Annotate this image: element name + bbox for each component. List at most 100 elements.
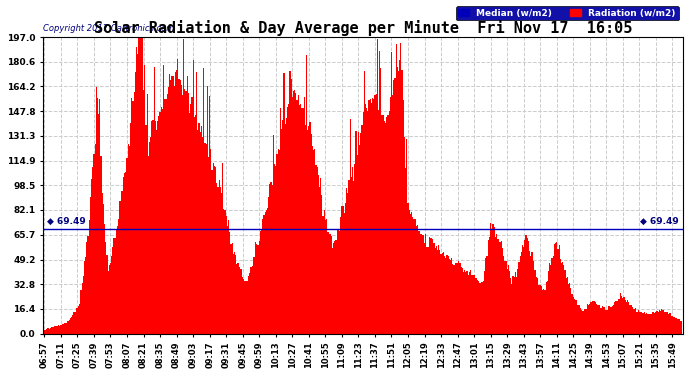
Bar	[78, 306, 79, 333]
Bar	[206, 144, 207, 333]
Bar	[383, 115, 384, 333]
Bar	[634, 309, 635, 333]
Bar	[430, 238, 431, 333]
Bar	[380, 68, 382, 333]
Bar	[408, 210, 410, 333]
Bar	[393, 80, 395, 333]
Bar	[260, 231, 261, 333]
Bar	[444, 256, 445, 333]
Bar	[407, 203, 408, 333]
Bar	[123, 177, 124, 333]
Bar	[372, 98, 373, 333]
Bar	[256, 244, 257, 333]
Bar	[106, 255, 108, 333]
Bar	[295, 93, 297, 333]
Bar	[453, 265, 455, 333]
Bar	[84, 261, 85, 333]
Bar	[91, 178, 92, 333]
Bar	[135, 72, 136, 333]
Bar	[101, 192, 103, 333]
Bar	[641, 312, 642, 333]
Bar	[76, 309, 77, 333]
Bar	[300, 104, 301, 333]
Bar	[445, 258, 446, 333]
Bar	[50, 328, 51, 333]
Bar	[118, 219, 119, 333]
Bar	[236, 264, 237, 333]
Bar	[285, 124, 286, 333]
Bar	[253, 257, 254, 333]
Bar	[53, 327, 55, 333]
Bar	[505, 261, 506, 333]
Bar	[52, 327, 53, 333]
Bar	[81, 284, 83, 333]
Bar	[391, 52, 392, 333]
Bar	[561, 263, 562, 333]
Bar	[301, 108, 302, 333]
Bar	[319, 187, 320, 333]
Bar	[667, 312, 669, 333]
Bar	[93, 154, 95, 333]
Bar	[222, 162, 224, 333]
Bar	[574, 299, 575, 333]
Bar	[297, 94, 299, 333]
Bar	[239, 269, 241, 333]
Bar	[640, 312, 641, 333]
Bar	[201, 126, 202, 333]
Bar	[656, 310, 658, 333]
Bar	[85, 257, 86, 333]
Bar	[460, 267, 462, 333]
Bar	[632, 308, 633, 333]
Bar	[353, 182, 354, 333]
Bar	[599, 305, 600, 333]
Bar	[538, 285, 540, 333]
Bar	[98, 114, 99, 333]
Bar	[399, 60, 400, 333]
Bar	[288, 104, 289, 333]
Bar	[56, 326, 57, 333]
Bar	[284, 73, 285, 333]
Bar	[257, 245, 259, 333]
Bar	[582, 311, 583, 333]
Bar	[331, 236, 332, 333]
Bar	[176, 70, 177, 333]
Bar	[424, 243, 425, 333]
Bar	[458, 261, 460, 333]
Bar	[626, 302, 627, 333]
Bar	[119, 201, 121, 333]
Bar	[452, 264, 453, 333]
Bar	[681, 321, 682, 333]
Bar	[136, 47, 137, 333]
Bar	[647, 314, 648, 333]
Bar	[566, 277, 568, 333]
Bar	[209, 96, 210, 333]
Bar	[556, 242, 558, 333]
Bar	[117, 226, 118, 333]
Bar	[412, 217, 413, 333]
Bar	[141, 37, 143, 333]
Bar	[671, 316, 672, 333]
Bar	[259, 242, 260, 333]
Bar	[575, 300, 576, 333]
Bar	[184, 88, 186, 333]
Bar	[627, 300, 628, 333]
Bar	[550, 266, 551, 333]
Bar	[156, 130, 157, 333]
Bar	[79, 304, 81, 333]
Bar	[562, 262, 563, 333]
Bar	[654, 313, 656, 333]
Bar	[553, 256, 554, 333]
Bar	[586, 304, 588, 333]
Bar	[555, 243, 556, 333]
Bar	[144, 65, 146, 333]
Bar	[162, 109, 163, 333]
Bar	[476, 278, 477, 333]
Bar	[615, 302, 616, 333]
Bar	[183, 39, 184, 333]
Bar	[471, 275, 473, 333]
Bar	[113, 238, 115, 333]
Bar	[346, 188, 347, 333]
Bar	[600, 308, 601, 333]
Bar	[88, 219, 90, 333]
Bar	[77, 308, 78, 333]
